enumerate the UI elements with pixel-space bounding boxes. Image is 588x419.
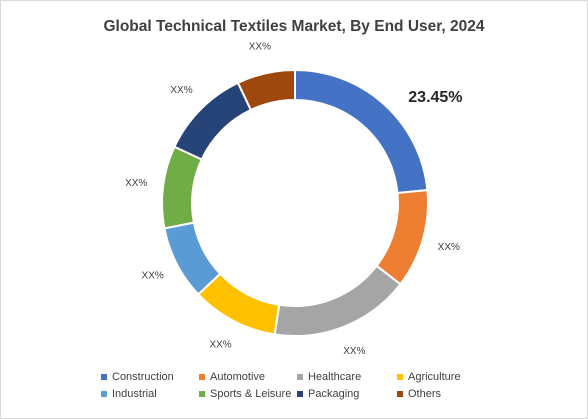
data-label-healthcare: XX% [343, 346, 365, 357]
legend-label: Packaging [308, 388, 360, 400]
data-label-others: XX% [249, 42, 271, 53]
legend-item-others: Others [397, 388, 497, 400]
data-label-sports-leisure: XX% [125, 178, 147, 189]
legend-item-agriculture: Agriculture [397, 371, 497, 383]
donut-slice-healthcare [273, 264, 402, 337]
legend-swatch [297, 391, 303, 397]
legend-label: Others [408, 388, 442, 400]
donut-slice-sports-leisure [161, 145, 203, 230]
legend-swatch [397, 374, 403, 380]
legend-item-automotive: Automotive [199, 371, 297, 383]
data-label-automotive: XX% [438, 242, 460, 253]
data-label-construction: 23.45% [408, 89, 462, 106]
legend-label: Industrial [112, 388, 157, 400]
legend-swatch [101, 374, 107, 380]
legend-swatch [397, 391, 403, 397]
legend-swatch [101, 391, 107, 397]
legend-label: Sports & Leisure [210, 388, 292, 400]
legend-item-construction: Construction [101, 371, 199, 383]
legend-swatch [297, 374, 303, 380]
data-label-industrial: XX% [142, 271, 164, 282]
legend-item-industrial: Industrial [101, 388, 199, 400]
legend-item-sports-leisure: Sports & Leisure [199, 388, 297, 400]
legend-swatch [199, 391, 205, 397]
legend-item-packaging: Packaging [297, 388, 397, 400]
data-label-packaging: XX% [170, 85, 192, 96]
legend-label: Automotive [210, 371, 266, 383]
legend-label: Healthcare [308, 371, 362, 383]
legend-label: Agriculture [408, 371, 461, 383]
donut-slice-automotive [375, 188, 429, 286]
donut-chart: 23.45% XX% XX% XX% XX% XX% XX% XX% [125, 42, 462, 358]
chart-legend: Construction Automotive Healthcare Agricult… [101, 371, 521, 400]
donut-slice-others [236, 68, 296, 112]
data-label-agriculture: XX% [209, 339, 231, 350]
chart-title: Global Technical Textiles Market, By End… [103, 18, 485, 35]
legend-swatch [199, 374, 205, 380]
legend-item-healthcare: Healthcare [297, 371, 397, 383]
legend-label: Construction [112, 371, 174, 383]
